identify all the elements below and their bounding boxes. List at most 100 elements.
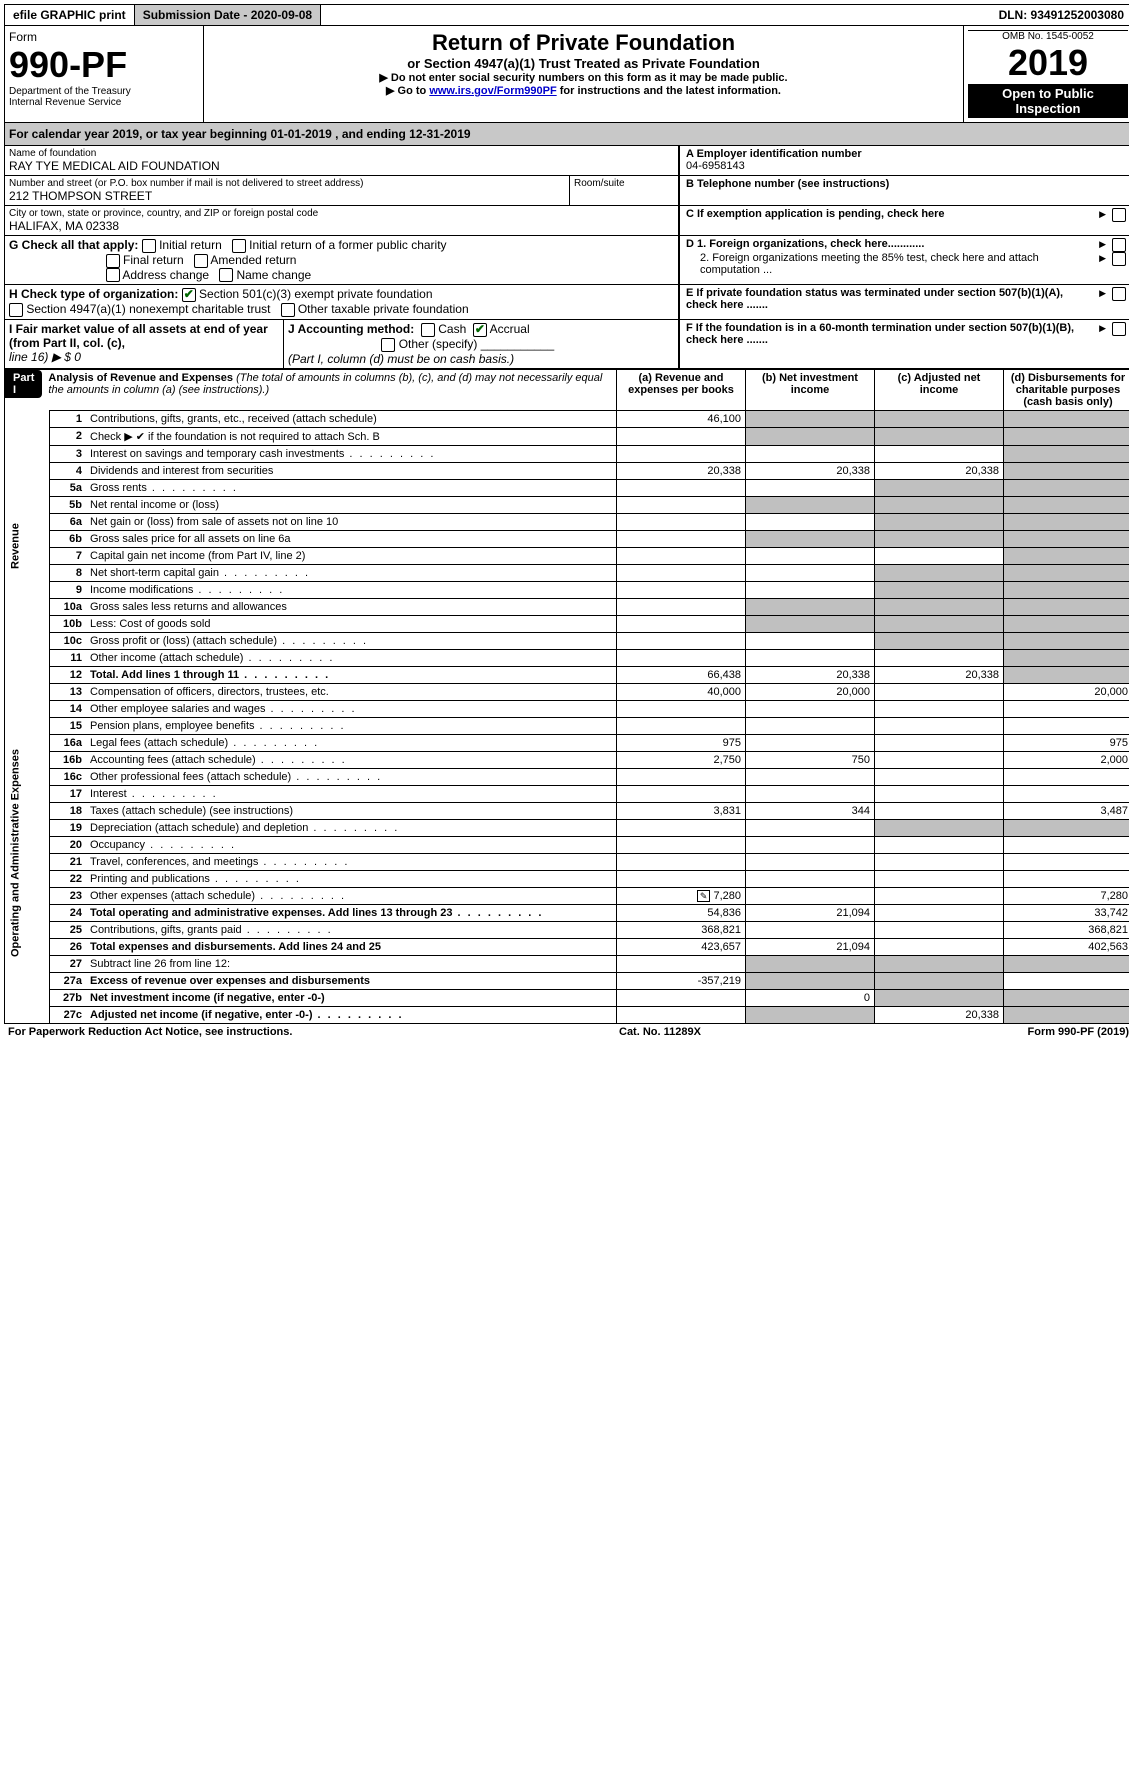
col-a-24: 54,836 [617,904,746,921]
line-10a: 10a Gross sales less returns and allowan… [5,598,1129,615]
h-4947: Section 4947(a)(1) nonexempt charitable … [26,302,270,316]
lineno-10a: 10a [50,598,87,615]
col-b-13: 20,000 [746,683,875,700]
lineno-13: 13 [50,683,87,700]
col-d-11 [1004,649,1129,666]
line-25: 25 Contributions, gifts, grants paid 368… [5,921,1129,938]
col-b-27b: 0 [746,989,875,1006]
col-a-14 [617,700,746,717]
chk-initial-pc[interactable] [232,239,246,253]
col-c-12: 20,338 [875,666,1004,683]
col-b-27 [746,955,875,972]
j-cash: Cash [438,322,466,336]
chk-other-tax[interactable] [281,303,295,317]
col-c-5a [875,479,1004,496]
col-a-27c [617,1006,746,1023]
col-a-19 [617,819,746,836]
line-13: Operating and Administrative Expenses 13… [5,683,1129,700]
form990pf-link[interactable]: www.irs.gov/Form990PF [429,85,556,97]
lineno-10b: 10b [50,615,87,632]
checkbox-d2[interactable] [1112,252,1126,266]
chk-addr-change[interactable] [106,268,120,282]
name-ein-row: Name of foundation RAY TYE MEDICAL AID F… [4,146,1129,176]
chk-initial[interactable] [142,239,156,253]
col-c-27b [875,989,1004,1006]
line-4: 4 Dividends and interest from securities… [5,462,1129,479]
chk-final[interactable] [106,254,120,268]
desc-16a: Legal fees (attach schedule) [86,734,617,751]
desc-11: Other income (attach schedule) [86,649,617,666]
line-18: 18 Taxes (attach schedule) (see instruct… [5,802,1129,819]
chk-accrual[interactable] [473,323,487,337]
chk-name-change[interactable] [219,268,233,282]
line-27b: 27b Net investment income (if negative, … [5,989,1129,1006]
col-b-23 [746,887,875,904]
col-d-6a [1004,513,1129,530]
arrow-icon [1099,287,1108,299]
chk-501c3[interactable] [182,288,196,302]
col-d-15 [1004,717,1129,734]
col-d-27b [1004,989,1129,1006]
tel-cell: B Telephone number (see instructions) [679,176,1129,205]
line-6b: 6b Gross sales price for all assets on l… [5,530,1129,547]
col-d-7 [1004,547,1129,564]
col-c-13 [875,683,1004,700]
col-b-4: 20,338 [746,462,875,479]
checkbox-e[interactable] [1112,287,1126,301]
attachment-icon[interactable]: ✎ [697,890,711,902]
checkbox-c[interactable] [1112,208,1126,222]
section-j: J Accounting method: Cash Accrual Other … [284,320,679,368]
col-a-2 [617,427,746,445]
lineno-16a: 16a [50,734,87,751]
col-c-14 [875,700,1004,717]
desc-24: Total operating and administrative expen… [86,904,617,921]
col-b-7 [746,547,875,564]
part1-title: Analysis of Revenue and Expenses [48,372,233,384]
lineno-7: 7 [50,547,87,564]
col-d-24: 33,742 [1004,904,1129,921]
col-c-27c: 20,338 [875,1006,1004,1023]
col-b-16b: 750 [746,751,875,768]
col-a-8 [617,564,746,581]
c-label: C If exemption application is pending, c… [686,208,1095,220]
chk-other-method[interactable] [381,338,395,352]
lineno-8: 8 [50,564,87,581]
desc-10c: Gross profit or (loss) (attach schedule) [86,632,617,649]
col-c-2 [875,427,1004,445]
col-d-9 [1004,581,1129,598]
col-b-15 [746,717,875,734]
col-b-9 [746,581,875,598]
checkbox-d1[interactable] [1112,238,1126,252]
col-d-14 [1004,700,1129,717]
desc-2: Check ▶ ✔ if the foundation is not requi… [86,427,617,445]
desc-10a: Gross sales less returns and allowances [86,598,617,615]
desc-18: Taxes (attach schedule) (see instruction… [86,802,617,819]
j-accrual: Accrual [490,322,530,336]
line-8: 8 Net short-term capital gain [5,564,1129,581]
instr-2-pre: ▶ Go to [386,85,429,97]
lineno-26: 26 [50,938,87,955]
lineno-6a: 6a [50,513,87,530]
lineno-1: 1 [50,410,87,427]
section-d: D 1. Foreign organizations, check here..… [679,236,1129,284]
col-a-27b [617,989,746,1006]
col-b-10b [746,615,875,632]
chk-4947[interactable] [9,303,23,317]
col-d-3 [1004,445,1129,462]
col-d-10a [1004,598,1129,615]
line-10c: 10c Gross profit or (loss) (attach sched… [5,632,1129,649]
col-b-17 [746,785,875,802]
footer-left: For Paperwork Reduction Act Notice, see … [8,1026,292,1038]
chk-cash[interactable] [421,323,435,337]
col-d-1 [1004,410,1129,427]
line-5a: 5a Gross rents [5,479,1129,496]
line-11: 11 Other income (attach schedule) [5,649,1129,666]
lineno-11: 11 [50,649,87,666]
part1-table: Part I Analysis of Revenue and Expenses … [4,369,1129,1024]
desc-6a: Net gain or (loss) from sale of assets n… [86,513,617,530]
col-d-10c [1004,632,1129,649]
checkbox-f[interactable] [1112,322,1126,336]
chk-amended[interactable] [194,254,208,268]
lineno-5b: 5b [50,496,87,513]
lineno-21: 21 [50,853,87,870]
